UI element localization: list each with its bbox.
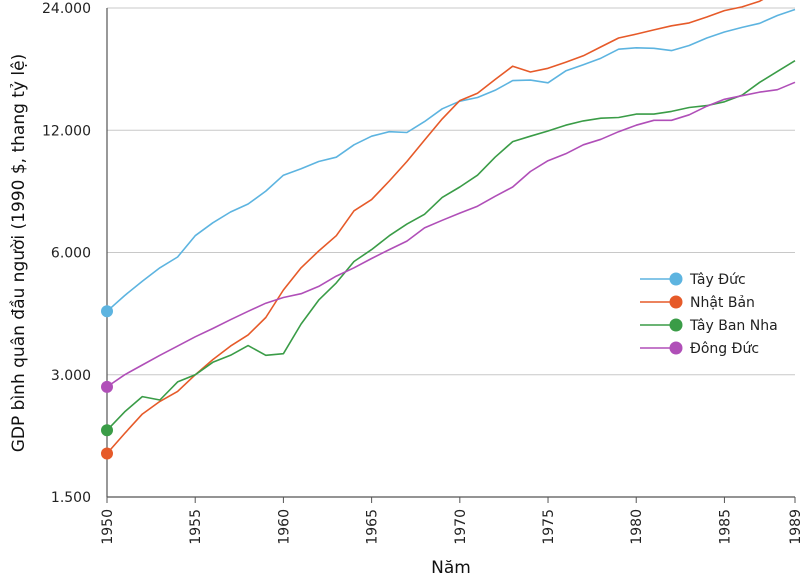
start-point [101,305,113,318]
start-point [101,447,113,460]
y-tick-label: 24.000 [42,1,91,17]
grid-lines [107,7,795,376]
start-point [101,380,113,393]
y-axis-title: GDP bình quân đầu người (1990 $, thang t… [8,54,29,453]
x-tick-label: 1985 [717,509,733,545]
tick-labels: 1.500 3.000 6.000 12.000 24.000 1950 1955 1960 1… [42,1,804,545]
series-lines [106,0,796,455]
axes [106,8,796,503]
x-tick-label: 1950 [100,509,116,545]
start-point [101,424,113,437]
legend-swatch-marker [669,341,683,355]
series-line [106,8,796,312]
legend-label: Tây Đức [689,272,746,288]
x-tick-label: 1955 [188,509,204,545]
legend-label: Đông Đức [690,341,759,357]
x-tick-label: 1965 [365,509,381,545]
y-tick-label: 12.000 [42,123,91,139]
series-line [106,81,796,388]
legend-label: Tây Ban Nha [689,318,778,334]
x-tick-label: 1960 [276,509,292,545]
legend: Tây Đức Nhật Bản Tây Ban Nha Đông Đức [640,272,778,357]
x-axis-title: Năm [431,558,471,578]
x-tick-label: 1970 [453,509,469,545]
legend-swatch-marker [669,272,683,286]
legend-swatch-marker [669,295,683,309]
x-tick-label: 1989 [788,509,804,545]
legend-swatch-marker [669,318,683,332]
y-tick-label: 6.000 [51,246,91,262]
series-line [106,0,764,455]
x-tick-label: 1975 [541,509,557,545]
legend-label: Nhật Bản [690,295,755,311]
y-tick-label: 3.000 [51,368,91,384]
start-markers [101,305,113,460]
x-tick-label: 1980 [629,509,645,545]
y-tick-label: 1.500 [51,490,91,506]
series-line [106,60,796,431]
